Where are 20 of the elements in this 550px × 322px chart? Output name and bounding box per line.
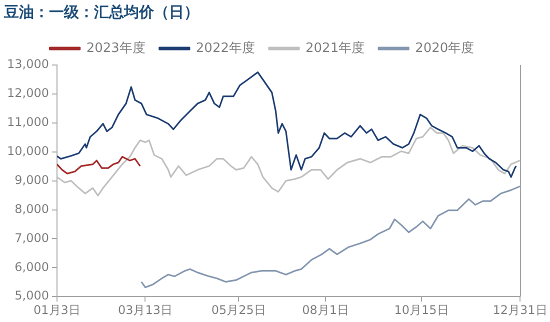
y-tick-label: 11,000 [6,115,49,130]
x-tick-label: 08月1日 [302,302,350,317]
legend-label: 2023年度 [86,40,146,56]
y-tick-label: 13,000 [6,57,49,72]
y-tick-label: 5,000 [14,288,49,303]
legend-label: 2020年度 [415,40,474,56]
legend-label: 2022年度 [196,40,256,56]
y-tick-label: 10,000 [6,144,49,158]
x-tick-label: 12月31日 [492,302,548,317]
y-tick-label: 6,000 [14,260,49,274]
chart-title: 豆油：一级：汇总均价（日） [3,2,199,21]
legend-label: 2021年度 [306,40,365,56]
y-tick-label: 12,000 [6,86,49,100]
x-tick-label: 05月25日 [211,302,266,317]
y-tick-label: 8,000 [14,202,49,216]
y-tick-label: 7,000 [14,230,49,245]
y-tick-label: 9,000 [14,172,49,187]
x-tick-label: 01月3日 [34,302,80,317]
x-tick-label: 03月13日 [118,302,173,317]
x-tick-label: 10月15日 [394,302,449,317]
